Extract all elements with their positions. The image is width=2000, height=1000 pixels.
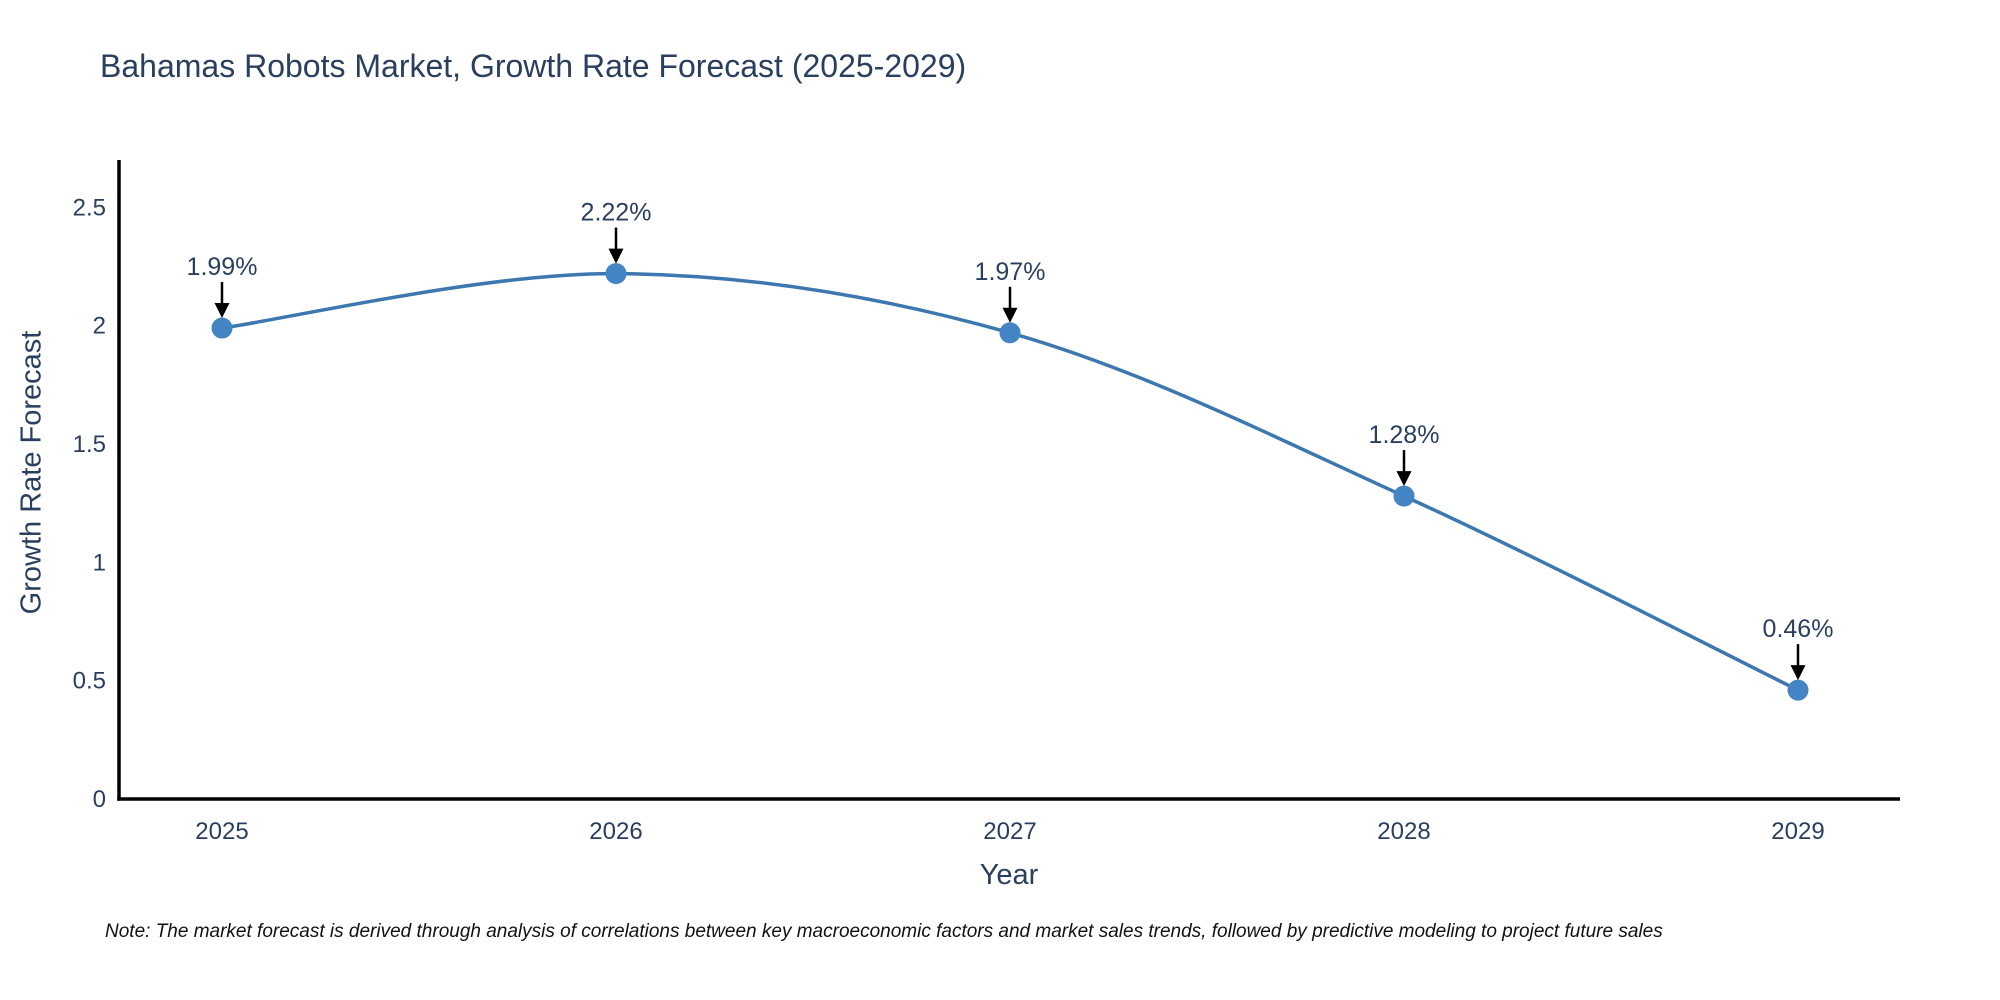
data-point-2026[interactable] bbox=[605, 263, 627, 285]
data-point-2025[interactable] bbox=[211, 317, 233, 339]
data-point-2028[interactable] bbox=[1393, 485, 1415, 507]
annotation-arrowhead-icon bbox=[608, 248, 624, 264]
data-point-2027[interactable] bbox=[999, 322, 1021, 344]
footnote: Note: The market forecast is derived thr… bbox=[105, 921, 1663, 942]
data-point-2029[interactable] bbox=[1787, 679, 1809, 701]
annotation-arrowhead-icon bbox=[1790, 665, 1806, 681]
y-tick-label: 0 bbox=[93, 786, 106, 813]
x-tick-label: 2028 bbox=[1377, 818, 1430, 845]
chart-title: Bahamas Robots Market, Growth Rate Forec… bbox=[100, 48, 967, 84]
annotation-arrowhead-icon bbox=[1396, 471, 1412, 487]
x-tick-label: 2026 bbox=[589, 818, 642, 845]
x-axis-title: Year bbox=[979, 859, 1039, 891]
y-axis-title: Growth Rate Forecast bbox=[15, 330, 48, 615]
x-tick-label: 2029 bbox=[1771, 818, 1824, 845]
data-label: 2.22% bbox=[581, 199, 652, 227]
x-tick-label: 2025 bbox=[195, 818, 248, 845]
y-tick-label: 0.5 bbox=[73, 668, 106, 695]
annotation-arrowhead-icon bbox=[214, 303, 230, 319]
annotation-arrowhead-icon bbox=[1002, 307, 1018, 323]
y-tick-label: 1 bbox=[93, 549, 106, 576]
data-label: 1.99% bbox=[187, 253, 258, 281]
x-tick-label: 2027 bbox=[983, 818, 1036, 845]
data-label: 0.46% bbox=[1763, 615, 1834, 643]
y-tick-label: 1.5 bbox=[73, 431, 106, 458]
y-tick-label: 2.5 bbox=[73, 194, 106, 221]
data-label: 1.97% bbox=[975, 258, 1046, 286]
y-tick-label: 2 bbox=[93, 313, 106, 340]
data-label: 1.28% bbox=[1369, 421, 1440, 449]
